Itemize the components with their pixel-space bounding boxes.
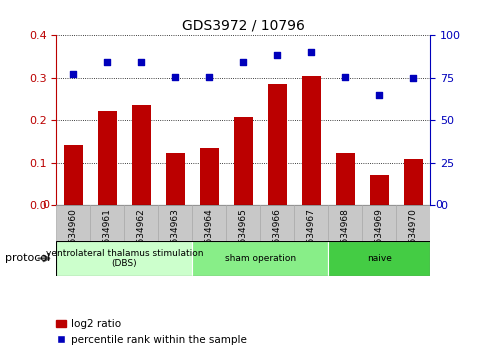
Text: protocol: protocol (5, 253, 50, 263)
Legend: log2 ratio, percentile rank within the sample: log2 ratio, percentile rank within the s… (52, 315, 251, 349)
Bar (200, 148, 218, 205)
Bar (267, 84, 286, 205)
Point (341, 74, 348, 80)
Text: naive: naive (366, 254, 391, 263)
Text: GSM634963: GSM634963 (170, 208, 180, 263)
Bar (395, 205, 429, 241)
Bar (192, 205, 226, 241)
Text: GSM634968: GSM634968 (340, 208, 349, 263)
Bar (301, 76, 320, 205)
Bar (327, 205, 362, 241)
Point (69, 71, 77, 76)
Bar (294, 205, 327, 241)
Text: GSM634962: GSM634962 (137, 208, 145, 263)
Bar (64, 145, 82, 205)
Bar (403, 159, 422, 205)
Bar (90, 205, 124, 241)
Text: GSM634960: GSM634960 (69, 208, 78, 263)
Text: GSM634969: GSM634969 (374, 208, 383, 263)
Point (273, 52, 281, 58)
Point (103, 59, 111, 64)
Text: GSM634967: GSM634967 (306, 208, 315, 263)
Point (375, 92, 383, 98)
Bar (192, 241, 327, 276)
Bar (56, 205, 90, 241)
Text: GSM634965: GSM634965 (238, 208, 247, 263)
Text: sham operation: sham operation (224, 254, 295, 263)
Bar (165, 153, 184, 205)
Bar (362, 205, 395, 241)
Point (408, 75, 416, 81)
Point (205, 74, 213, 80)
Text: 0: 0 (42, 200, 49, 210)
Text: ventrolateral thalamus stimulation
(DBS): ventrolateral thalamus stimulation (DBS) (45, 249, 203, 268)
Bar (56, 241, 192, 276)
Text: GSM634966: GSM634966 (272, 208, 281, 263)
Point (171, 74, 179, 80)
Point (137, 59, 145, 64)
Bar (260, 205, 294, 241)
Bar (158, 205, 192, 241)
Bar (124, 205, 158, 241)
Bar (369, 175, 388, 205)
Text: 0: 0 (434, 200, 441, 210)
Bar (226, 205, 260, 241)
Text: GSM634961: GSM634961 (102, 208, 112, 263)
Bar (98, 111, 116, 205)
Text: GSM634964: GSM634964 (204, 208, 213, 263)
Title: GDS3972 / 10796: GDS3972 / 10796 (182, 19, 304, 33)
Bar (132, 105, 150, 205)
Bar (327, 241, 429, 276)
Point (239, 59, 246, 64)
Bar (233, 117, 252, 205)
Bar (335, 153, 354, 205)
Point (307, 50, 315, 55)
Text: GSM634970: GSM634970 (408, 208, 417, 263)
